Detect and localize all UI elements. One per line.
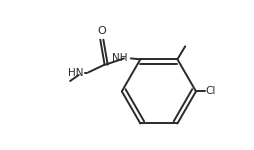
Text: NH: NH xyxy=(112,52,127,63)
Text: Cl: Cl xyxy=(206,86,216,96)
Text: O: O xyxy=(98,26,106,36)
Text: HN: HN xyxy=(68,68,83,78)
